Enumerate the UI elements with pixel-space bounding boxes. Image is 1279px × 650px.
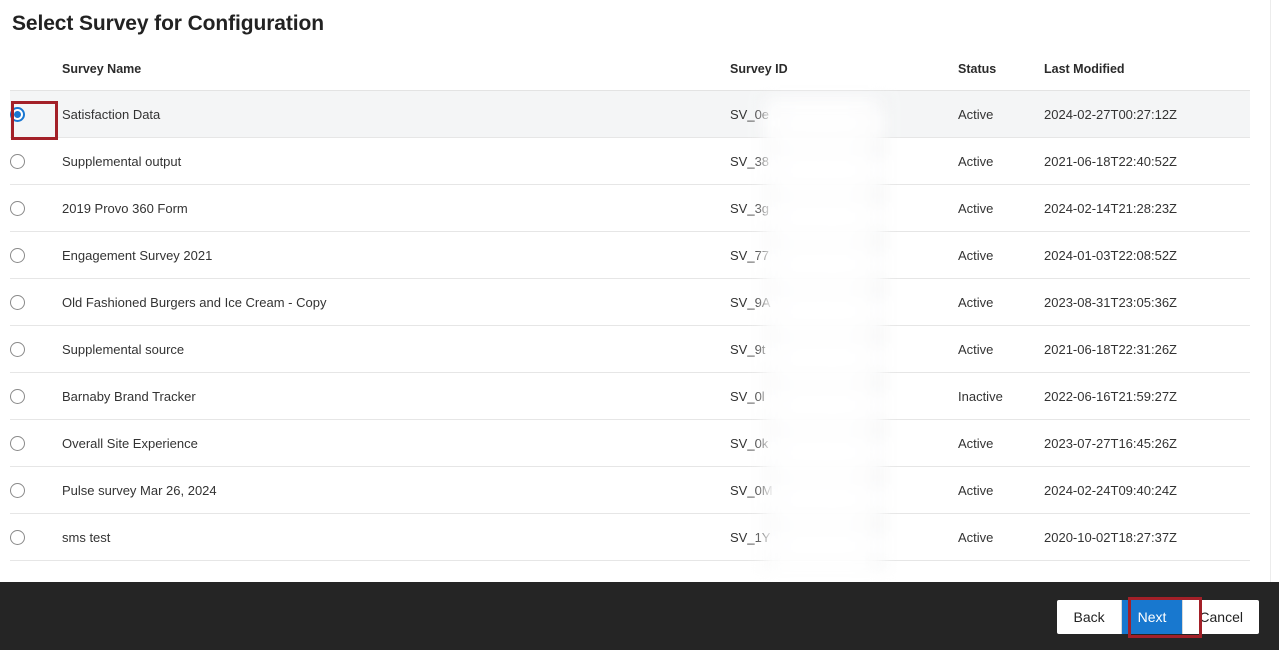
status-cell: Active bbox=[958, 137, 1044, 185]
row-select-cell[interactable] bbox=[10, 513, 62, 561]
next-button[interactable]: Next bbox=[1121, 600, 1183, 634]
table-row[interactable]: Engagement Survey 2021 SV_77 Active 2024-01… bbox=[10, 231, 1250, 279]
table-row[interactable]: Barnaby Brand Tracker SV_0l Inactive 2022-0… bbox=[10, 372, 1250, 420]
table-row[interactable]: Old Fashioned Burgers and Ice Cream - Co… bbox=[10, 278, 1250, 326]
row-select-cell[interactable] bbox=[10, 372, 62, 420]
last-modified-cell: 2024-02-14T21:28:23Z bbox=[1044, 184, 1250, 232]
table-row[interactable]: Overall Site Experience SV_0k Active 2023-0… bbox=[10, 419, 1250, 467]
survey-name-cell: Overall Site Experience bbox=[62, 419, 730, 467]
row-select-cell[interactable] bbox=[10, 137, 62, 185]
footer-button-group: Back Next Cancel bbox=[1057, 600, 1259, 634]
table-row[interactable]: Pulse survey Mar 26, 2024 SV_0M Active 2024… bbox=[10, 466, 1250, 514]
table-row[interactable]: Supplemental source SV_9t Active 2021-06-18… bbox=[10, 325, 1250, 373]
column-header-last-modified: Last Modified bbox=[1044, 62, 1250, 91]
status-cell: Active bbox=[958, 325, 1044, 373]
survey-radio-button[interactable] bbox=[10, 200, 25, 216]
survey-id-cell: SV_77 bbox=[730, 231, 958, 279]
survey-name-cell: Engagement Survey 2021 bbox=[62, 231, 730, 279]
button-divider bbox=[1182, 600, 1184, 634]
table-body: Satisfaction Data SV_0e Active 2024-02-27T0… bbox=[10, 90, 1250, 561]
survey-name-cell: Supplemental source bbox=[62, 325, 730, 373]
table-header: Survey Name Survey ID Status Last Modifi… bbox=[10, 62, 1250, 91]
status-cell: Active bbox=[958, 278, 1044, 326]
survey-id-cell: SV_1Y bbox=[730, 513, 958, 561]
status-cell: Active bbox=[958, 184, 1044, 232]
last-modified-cell: 2021-06-18T22:40:52Z bbox=[1044, 137, 1250, 185]
survey-id-cell: SV_0e bbox=[730, 90, 958, 138]
status-cell: Active bbox=[958, 419, 1044, 467]
last-modified-cell: 2024-01-03T22:08:52Z bbox=[1044, 231, 1250, 279]
page-right-edge bbox=[1270, 0, 1271, 582]
table-header-row: Survey Name Survey ID Status Last Modifi… bbox=[10, 62, 1250, 91]
status-cell: Active bbox=[958, 513, 1044, 561]
column-header-select bbox=[10, 62, 62, 91]
last-modified-cell: 2023-08-31T23:05:36Z bbox=[1044, 278, 1250, 326]
table-row[interactable]: Satisfaction Data SV_0e Active 2024-02-27T0… bbox=[10, 90, 1250, 138]
last-modified-cell: 2024-02-24T09:40:24Z bbox=[1044, 466, 1250, 514]
survey-name-cell: Barnaby Brand Tracker bbox=[62, 372, 730, 420]
survey-id-cell: SV_0M bbox=[730, 466, 958, 514]
survey-id-cell: SV_3g bbox=[730, 184, 958, 232]
status-cell: Inactive bbox=[958, 372, 1044, 420]
survey-radio-button[interactable] bbox=[10, 341, 25, 357]
last-modified-cell: 2024-02-27T00:27:12Z bbox=[1044, 90, 1250, 138]
last-modified-cell: 2022-06-16T21:59:27Z bbox=[1044, 372, 1250, 420]
last-modified-cell: 2023-07-27T16:45:26Z bbox=[1044, 419, 1250, 467]
survey-radio-button[interactable] bbox=[10, 106, 25, 122]
row-select-cell[interactable] bbox=[10, 231, 62, 279]
column-header-status: Status bbox=[958, 62, 1044, 91]
last-modified-cell: 2020-10-02T18:27:37Z bbox=[1044, 513, 1250, 561]
survey-radio-button[interactable] bbox=[10, 294, 25, 310]
row-select-cell[interactable] bbox=[10, 184, 62, 232]
cancel-button[interactable]: Cancel bbox=[1183, 600, 1259, 634]
back-button[interactable]: Back bbox=[1057, 600, 1121, 634]
survey-name-cell: sms test bbox=[62, 513, 730, 561]
survey-name-cell: Old Fashioned Burgers and Ice Cream - Co… bbox=[62, 278, 730, 326]
survey-radio-button[interactable] bbox=[10, 435, 25, 451]
button-divider bbox=[1120, 600, 1122, 634]
survey-id-cell: SV_38 bbox=[730, 137, 958, 185]
survey-radio-button[interactable] bbox=[10, 529, 25, 545]
status-cell: Active bbox=[958, 231, 1044, 279]
table-row[interactable]: Supplemental output SV_38 Active 2021-06-18… bbox=[10, 137, 1250, 185]
table-row[interactable]: 2019 Provo 360 Form SV_3g Active 2024-02-14… bbox=[10, 184, 1250, 232]
survey-radio-button[interactable] bbox=[10, 388, 25, 404]
table-row[interactable]: sms test SV_1Y Active 2020-10-02T18:27:37Z bbox=[10, 513, 1250, 561]
column-header-survey-id: Survey ID bbox=[730, 62, 958, 91]
survey-name-cell: Supplemental output bbox=[62, 137, 730, 185]
survey-name-cell: Pulse survey Mar 26, 2024 bbox=[62, 466, 730, 514]
status-cell: Active bbox=[958, 90, 1044, 138]
row-select-cell[interactable] bbox=[10, 90, 62, 138]
footer-bar: Back Next Cancel bbox=[0, 582, 1279, 650]
survey-name-cell: 2019 Provo 360 Form bbox=[62, 184, 730, 232]
row-select-cell[interactable] bbox=[10, 466, 62, 514]
survey-radio-button[interactable] bbox=[10, 247, 25, 263]
survey-id-cell: SV_0k bbox=[730, 419, 958, 467]
survey-id-cell: SV_9A bbox=[730, 278, 958, 326]
survey-radio-button[interactable] bbox=[10, 482, 25, 498]
row-select-cell[interactable] bbox=[10, 325, 62, 373]
last-modified-cell: 2021-06-18T22:31:26Z bbox=[1044, 325, 1250, 373]
survey-name-cell: Satisfaction Data bbox=[62, 90, 730, 138]
column-header-survey-name: Survey Name bbox=[62, 62, 730, 91]
status-cell: Active bbox=[958, 466, 1044, 514]
row-select-cell[interactable] bbox=[10, 419, 62, 467]
page-title: Select Survey for Configuration bbox=[12, 12, 324, 35]
row-select-cell[interactable] bbox=[10, 278, 62, 326]
survey-radio-button[interactable] bbox=[10, 153, 25, 169]
survey-table: Survey Name Survey ID Status Last Modifi… bbox=[10, 62, 1250, 561]
survey-id-cell: SV_9t bbox=[730, 325, 958, 373]
survey-id-cell: SV_0l bbox=[730, 372, 958, 420]
